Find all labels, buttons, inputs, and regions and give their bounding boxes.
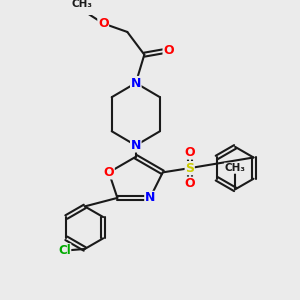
Text: CH₃: CH₃ <box>225 163 246 173</box>
Text: CH₃: CH₃ <box>71 0 92 9</box>
Text: N: N <box>130 139 141 152</box>
Text: S: S <box>185 162 194 175</box>
Text: O: O <box>103 166 114 179</box>
Text: N: N <box>130 76 141 89</box>
Text: O: O <box>163 44 174 57</box>
Text: O: O <box>184 177 195 190</box>
Text: O: O <box>184 146 195 159</box>
Text: O: O <box>98 17 109 30</box>
Text: N: N <box>145 191 155 204</box>
Text: Cl: Cl <box>58 244 71 257</box>
